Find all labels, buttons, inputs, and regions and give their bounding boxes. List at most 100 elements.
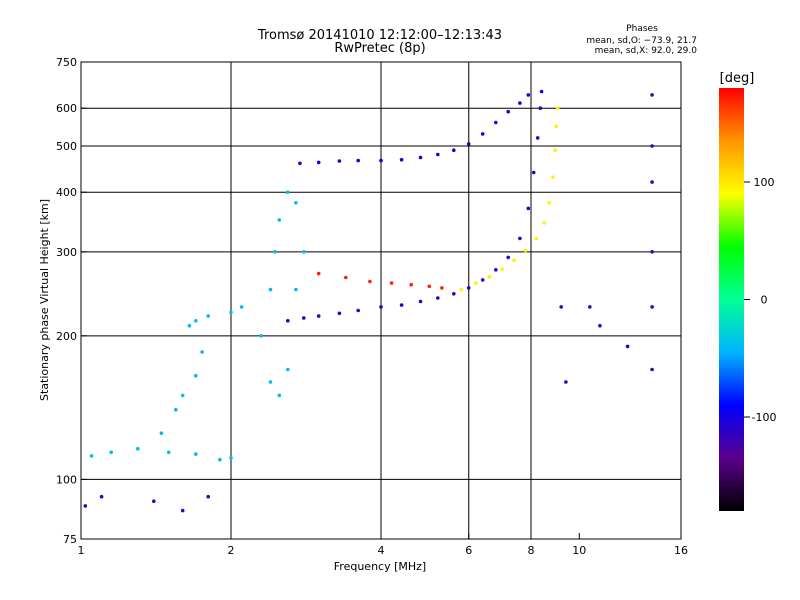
phase-stats-title: Phases <box>626 24 658 34</box>
data-point <box>466 286 471 290</box>
data-point <box>356 158 361 163</box>
data-point <box>302 316 306 320</box>
data-point <box>564 380 568 384</box>
data-point <box>389 281 394 285</box>
data-point <box>180 393 185 398</box>
data-point <box>418 155 423 160</box>
colorbar-tick-label: -100 <box>752 411 777 424</box>
y-tick-label: 600 <box>56 102 77 115</box>
data-point <box>302 250 306 254</box>
data-point <box>452 148 456 152</box>
data-point <box>418 299 423 304</box>
data-point <box>136 446 140 451</box>
data-point <box>650 250 654 254</box>
data-point <box>598 323 602 328</box>
data-point <box>379 158 383 163</box>
data-point <box>650 305 654 309</box>
data-point <box>273 250 277 254</box>
x-tick-label: 1 <box>78 544 85 557</box>
data-point <box>89 454 94 458</box>
data-point <box>553 148 558 152</box>
y-tick-label: 400 <box>56 186 77 199</box>
data-point <box>286 319 290 323</box>
x-tick-label: 10 <box>572 544 586 557</box>
grid-layer <box>81 62 681 539</box>
data-point <box>316 160 321 165</box>
data-point <box>286 367 290 372</box>
data-point <box>152 499 156 504</box>
data-point <box>542 221 546 225</box>
colorbar-tick-label: 100 <box>754 176 775 189</box>
data-point <box>555 106 560 110</box>
data-point <box>588 305 592 309</box>
chart-subtitle: RwPretec (8p) <box>334 41 425 56</box>
data-point <box>650 93 654 97</box>
chart-title: Tromsø 20141010 12:12:00–12:13:43 <box>257 28 502 43</box>
data-point <box>506 109 511 114</box>
colorbar-ticks: 100 0 -100 <box>744 176 776 424</box>
data-point <box>650 180 654 184</box>
data-point <box>337 311 342 316</box>
y-tick-label: 300 <box>56 246 77 259</box>
data-point <box>187 323 192 328</box>
data-point <box>344 275 348 280</box>
data-point <box>409 282 414 287</box>
data-point <box>218 457 222 462</box>
data-point <box>427 284 432 289</box>
data-point <box>298 161 302 166</box>
data-point <box>650 367 654 372</box>
data-point <box>480 278 485 282</box>
data-point <box>194 452 198 456</box>
data-point <box>559 305 563 309</box>
data-point <box>99 494 104 499</box>
y-tick-label: 75 <box>63 533 77 546</box>
data-point <box>206 314 210 318</box>
data-point <box>294 287 298 292</box>
phase-stats-x: mean, sd,X: 92.0, 29.0 <box>595 46 698 56</box>
data-point <box>194 373 198 378</box>
x-tick-label: 6 <box>465 544 472 557</box>
data-point <box>379 305 383 309</box>
data-point <box>294 201 298 205</box>
data-point <box>650 144 654 148</box>
data-point <box>268 380 273 384</box>
data-point <box>368 279 372 284</box>
data-point <box>159 431 164 436</box>
colorbar-label: [deg] <box>720 71 755 86</box>
data-point <box>518 236 522 241</box>
x-tick-label: 16 <box>674 544 688 557</box>
data-point <box>174 407 178 412</box>
data-point <box>399 157 404 162</box>
x-tick-label: 2 <box>228 544 235 557</box>
x-tick-label: 8 <box>528 544 535 557</box>
data-point <box>109 450 113 455</box>
data-point <box>239 305 244 309</box>
data-point <box>531 170 536 175</box>
data-point <box>466 142 471 146</box>
data-point <box>547 201 551 205</box>
data-point <box>229 310 233 315</box>
data-point <box>436 152 440 157</box>
data-point <box>625 344 630 349</box>
y-tick-label: 750 <box>56 56 77 69</box>
data-point <box>277 218 282 222</box>
x-axis-label: Frequency [MHz] <box>334 560 426 573</box>
y-tick-label: 200 <box>56 330 77 343</box>
data-point <box>268 287 273 292</box>
data-points-layer <box>83 89 654 513</box>
data-point <box>166 450 171 455</box>
data-point <box>512 258 516 263</box>
data-point <box>506 255 511 260</box>
data-point <box>180 508 185 513</box>
data-point <box>539 89 544 94</box>
data-point <box>534 236 539 241</box>
data-point <box>316 271 321 276</box>
data-point <box>500 267 504 271</box>
data-point <box>474 281 478 285</box>
y-tick-label: 100 <box>56 473 77 486</box>
data-point <box>523 248 528 253</box>
data-point <box>316 314 321 318</box>
data-point <box>494 268 498 272</box>
data-point <box>200 350 204 354</box>
